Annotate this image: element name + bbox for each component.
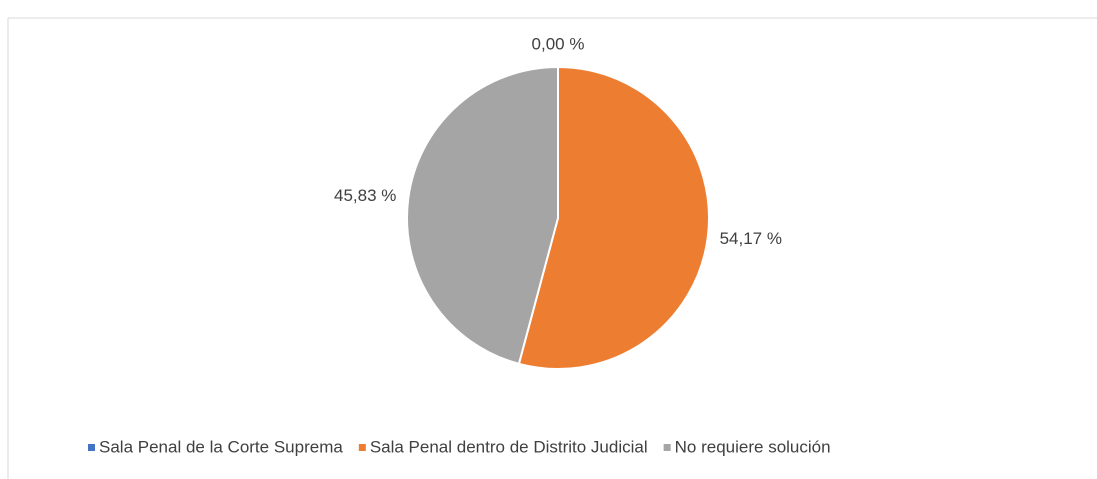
legend-label: Sala Penal dentro de Distrito Judicial: [370, 437, 648, 456]
legend-swatch: [88, 444, 95, 451]
legend-swatch: [663, 444, 671, 451]
legend-label: Sala Penal de la Corte Suprema: [99, 437, 343, 456]
pie-slice: [406, 65, 559, 366]
data-label: 54,17 %: [720, 229, 782, 248]
data-label: 45,83 %: [334, 186, 396, 205]
pie-slice: [517, 65, 710, 370]
data-label: 0,00 %: [532, 34, 585, 53]
legend-swatch: [358, 444, 366, 451]
legend-label: No requiere solución: [675, 437, 831, 456]
